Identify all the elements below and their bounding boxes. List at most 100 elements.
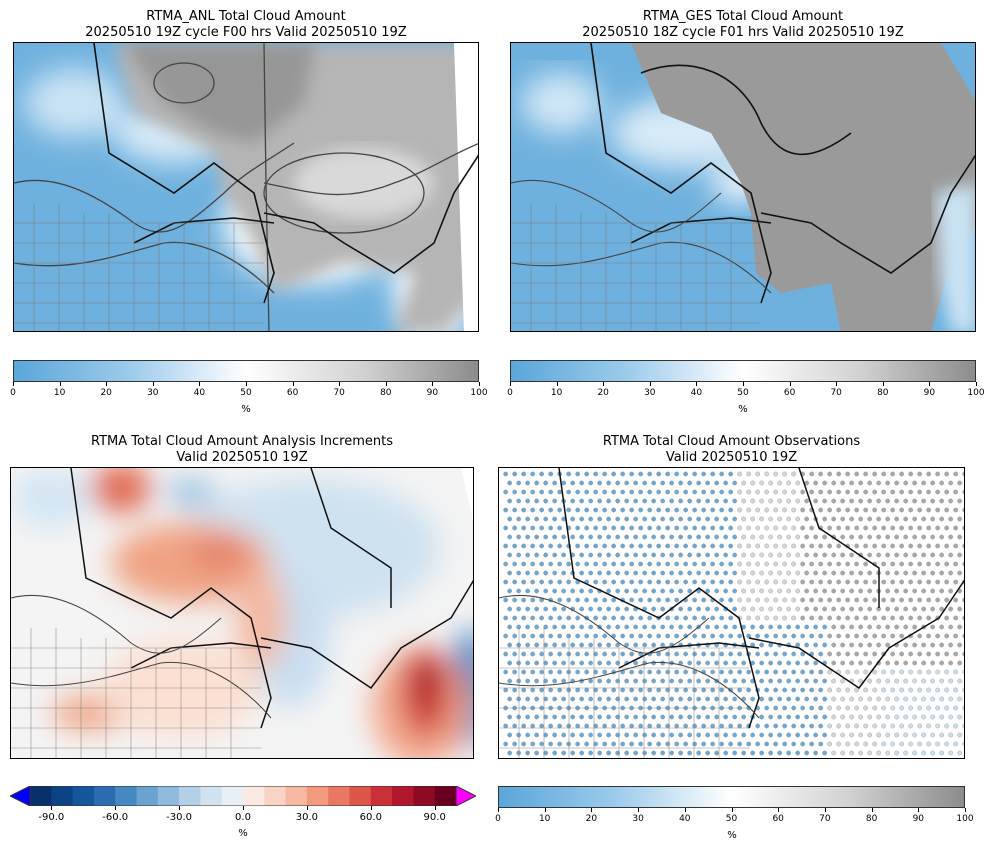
obs-station-point xyxy=(665,525,671,531)
obs-station-point xyxy=(651,624,657,630)
obs-station-point xyxy=(827,633,833,639)
obs-station-point xyxy=(962,651,964,657)
obs-station-point xyxy=(723,696,729,702)
obs-station-point xyxy=(534,480,540,486)
obs-station-point xyxy=(800,507,806,513)
obs-station-point xyxy=(620,633,626,639)
obs-station-point xyxy=(813,732,819,738)
obs-station-point xyxy=(791,507,797,513)
obs-station-point xyxy=(638,597,644,603)
obs-station-point xyxy=(642,732,648,738)
obs-station-point xyxy=(912,642,918,648)
obs-station-point xyxy=(755,651,761,657)
obs-station-point xyxy=(687,534,693,540)
obs-tick-label: 60 xyxy=(772,814,784,824)
obs-station-point xyxy=(957,678,963,684)
obs-station-point xyxy=(759,588,765,594)
obs-station-point xyxy=(908,579,914,585)
obs-station-point xyxy=(809,561,815,567)
obs-station-point xyxy=(768,624,774,630)
obs-station-point xyxy=(890,615,896,621)
obs-station-point xyxy=(539,615,545,621)
obs-station-point xyxy=(503,687,509,693)
obs-station-point xyxy=(552,642,558,648)
obs-station-point xyxy=(588,480,594,486)
inc-colorbar-level xyxy=(221,786,244,806)
obs-station-point xyxy=(674,561,680,567)
obs-station-point xyxy=(773,651,779,657)
obs-station-point xyxy=(962,525,964,531)
obs-station-point xyxy=(944,561,950,567)
obs-station-point xyxy=(885,534,891,540)
obs-station-point xyxy=(732,624,738,630)
obs-station-point xyxy=(804,498,810,504)
obs-station-point xyxy=(858,624,864,630)
obs-station-point xyxy=(881,741,887,747)
anl-map xyxy=(13,42,479,332)
obs-station-point xyxy=(809,723,815,729)
obs-station-point xyxy=(552,714,558,720)
ges-tick-label: 10 xyxy=(550,388,563,398)
obs-station-point xyxy=(876,696,882,702)
obs-station-point xyxy=(633,660,639,666)
obs-station-point xyxy=(953,507,959,513)
obs-station-point xyxy=(633,552,639,558)
obs-station-point xyxy=(633,480,639,486)
obs-station-point xyxy=(647,561,653,567)
obs-station-point xyxy=(791,741,797,747)
obs-station-point xyxy=(777,552,783,558)
obs-station-point xyxy=(935,525,941,531)
obs-station-point xyxy=(539,651,545,657)
obs-station-point xyxy=(642,714,648,720)
obs-station-point xyxy=(597,732,603,738)
obs-station-point xyxy=(791,705,797,711)
obs-station-point xyxy=(957,732,963,738)
obs-station-point xyxy=(957,552,963,558)
obs-station-point xyxy=(764,471,770,477)
obs-station-point xyxy=(813,624,819,630)
obs-station-point xyxy=(777,624,783,630)
obs-station-point xyxy=(800,543,806,549)
obs-station-point xyxy=(615,516,621,522)
obs-station-point xyxy=(530,741,536,747)
obs-station-point xyxy=(939,480,945,486)
obs-station-point xyxy=(503,543,509,549)
obs-station-point xyxy=(948,624,954,630)
obs-station-point xyxy=(611,489,617,495)
obs-station-point xyxy=(516,534,522,540)
obs-station-point xyxy=(579,552,585,558)
obs-station-point xyxy=(746,633,752,639)
obs-station-point xyxy=(543,498,549,504)
obs-title-line1: RTMA Total Cloud Amount Observations xyxy=(602,434,861,449)
obs-station-point xyxy=(710,615,716,621)
obs-station-point xyxy=(948,552,954,558)
obs-station-point xyxy=(917,525,923,531)
obs-station-point xyxy=(723,498,729,504)
obs-station-point xyxy=(579,642,585,648)
obs-station-point xyxy=(683,561,689,567)
anl-tick-label: 100 xyxy=(470,388,488,398)
obs-station-point xyxy=(521,723,527,729)
inc-tick-mark xyxy=(370,806,372,810)
inc-tick-label: 60.0 xyxy=(359,812,382,823)
obs-station-point xyxy=(804,624,810,630)
inc-tick-label: 0.0 xyxy=(235,812,251,823)
obs-station-point xyxy=(759,624,765,630)
obs-station-point xyxy=(957,606,963,612)
obs-station-point xyxy=(836,705,842,711)
obs-station-point xyxy=(890,561,896,567)
obs-station-point xyxy=(867,642,873,648)
obs-station-point xyxy=(890,597,896,603)
obs-station-point xyxy=(669,750,675,756)
obs-station-point xyxy=(651,480,657,486)
obs-station-point xyxy=(777,714,783,720)
obs-station-point xyxy=(854,687,860,693)
obs-station-point xyxy=(791,615,797,621)
obs-station-point xyxy=(534,696,540,702)
obs-station-point xyxy=(818,687,824,693)
obs-station-point xyxy=(512,471,518,477)
obs-station-point xyxy=(786,588,792,594)
anl-tick-mark xyxy=(106,382,108,386)
obs-station-point xyxy=(917,687,923,693)
obs-station-point xyxy=(800,615,806,621)
